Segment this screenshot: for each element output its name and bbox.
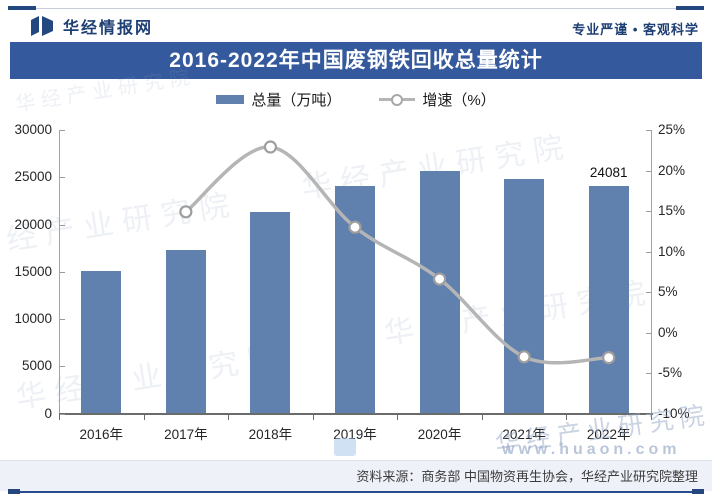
top-divider [8,8,704,9]
right-axis-tick-label: 20% [658,162,686,178]
x-axis-category-label: 2016年 [79,426,124,442]
x-axis-category-label: 2021年 [502,426,546,442]
data-source-note: 资料来源：商务部 中国物资再生协会，华经产业研究院整理 [0,460,712,491]
x-axis-tick [651,415,652,420]
legend: 总量（万吨） 增速（%） [0,89,712,110]
right-axis-tick [646,332,651,334]
x-axis-tick [312,415,314,420]
right-axis-tick-label: 5% [658,284,678,299]
x-axis-tick [228,415,230,420]
header-slogan: 专业严谨 • 客观科学 [572,22,699,37]
legend-item-total: 总量（万吨） [216,89,341,110]
left-axis-tick [60,177,65,179]
left-axis-tick [60,271,65,273]
left-axis-tick-label: 30000 [14,122,52,137]
total-volume-bar [335,186,375,414]
right-axis-tick [646,251,651,253]
right-axis-tick-label: 15% [658,203,686,218]
left-axis-tick [60,319,65,320]
left-axis-tick [60,130,65,131]
x-axis-tick [566,415,568,420]
left-axis-tick-label: 10000 [14,311,52,326]
total-volume-bar [250,212,291,414]
right-axis-tick [646,130,651,131]
left-axis-tick-label: 0 [44,405,52,421]
total-volume-bar [81,271,122,414]
growth-line [184,145,609,365]
x-axis-tick [59,415,60,420]
left-axis-tick-label: 25000 [14,169,52,185]
left-axis-tick [60,224,65,226]
x-axis-category-label: 2017年 [164,426,208,442]
top-divider-left-cap [8,6,36,10]
x-axis-tick [143,415,145,420]
left-axis-tick-label: 20000 [14,216,52,232]
x-axis-category-label: 2018年 [248,426,293,442]
right-axis-tick [646,413,651,415]
legend-item-growth: 增速（%） [379,89,496,110]
top-divider-right-cap [676,6,704,10]
x-axis-line [59,413,653,415]
right-axis-tick [646,211,651,212]
line-swatch-icon [379,93,416,106]
huajing-logo-icon [31,16,53,36]
left-axis-tick [60,413,65,415]
growth-line-marker [263,140,278,154]
bottom-divider-left-cap [8,489,20,494]
total-volume-bar [588,185,629,414]
total-volume-bar [504,178,545,414]
x-axis-category-label: 2022年 [586,426,631,442]
total-volume-bar [165,249,206,414]
legend-label-growth: 增速（%） [422,92,496,109]
left-axis-tick-label: 15000 [14,263,52,279]
bar-value-label: 24081 [589,164,628,180]
right-axis-tick-label: -5% [658,365,683,380]
x-axis-tick [481,415,483,420]
left-axis-line [59,130,60,414]
total-volume-bar [419,171,460,414]
left-axis-tick [60,366,65,368]
right-axis-tick [646,373,651,374]
right-axis-line [651,130,652,414]
left-axis-tick-label: 5000 [21,358,52,374]
bottom-divider-right-cap [692,489,704,494]
brand-name: 华经情报网 [63,20,154,37]
right-axis-tick-label: -10% [658,405,690,421]
legend-label-total: 总量（万吨） [251,92,342,109]
right-axis-tick-label: 25% [658,122,686,137]
right-axis-tick-label: 10% [658,243,686,259]
brand-logo: 华经情报网 [30,14,153,38]
growth-line-marker [179,205,193,219]
x-axis-category-label: 2019年 [333,426,377,442]
bar-swatch-icon [216,95,245,104]
right-axis-tick [646,292,651,293]
chart-title-banner: 2016-2022年中国废钢铁回收总量统计 [10,42,702,79]
marker-dot-icon [391,93,404,106]
right-axis-tick [646,170,651,172]
right-axis-tick-label: 0% [658,324,678,340]
bottom-divider [8,491,704,493]
x-axis-tick [397,415,399,420]
x-axis-category-label: 2020年 [417,426,462,442]
